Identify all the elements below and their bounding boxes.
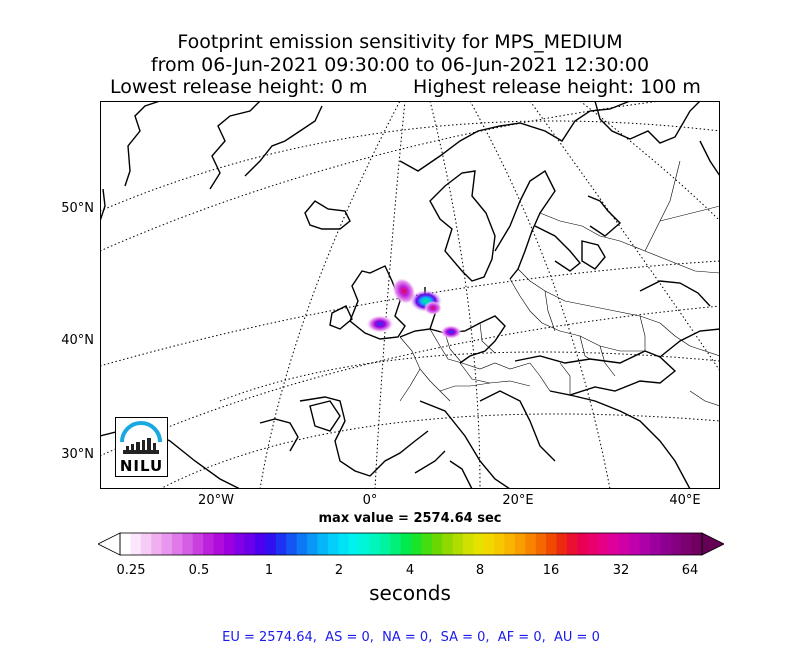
colorbar-cell — [431, 533, 443, 555]
colorbar-tick: 32 — [612, 563, 630, 578]
colorbar — [98, 532, 724, 556]
colorbar-under-arrow — [98, 532, 121, 556]
coastlines — [100, 101, 720, 489]
colorbar-cell — [161, 533, 173, 555]
colorbar-cell — [577, 533, 589, 555]
colorbar-cell — [182, 533, 194, 555]
colorbar-cell — [587, 533, 599, 555]
colorbar-cell — [192, 533, 204, 555]
colorbar-cell — [608, 533, 620, 555]
colorbar-cell — [317, 533, 329, 555]
colorbar-cell — [639, 533, 651, 555]
colorbar-cell — [504, 533, 516, 555]
colorbar-label: seconds — [369, 581, 451, 605]
colorbar-cell — [213, 533, 225, 555]
colorbar-tick: 4 — [405, 563, 415, 578]
emission-plume — [366, 277, 462, 339]
lon-label-40e: 40°E — [669, 493, 701, 508]
colorbar-cell — [151, 533, 163, 555]
colorbar-cell — [483, 533, 495, 555]
colorbar-cell — [390, 533, 402, 555]
lat-label-40n: 40°N — [61, 333, 94, 348]
colorbar-tick: 16 — [542, 563, 560, 578]
colorbar-tick: 0.25 — [116, 563, 146, 578]
colorbar-tick: 2 — [334, 563, 344, 578]
lon-label-0: 0° — [362, 493, 378, 508]
nilu-logo: NILU — [115, 417, 168, 477]
plume-blob — [440, 325, 462, 339]
colorbar-cell — [514, 533, 526, 555]
colorbar-cell — [275, 533, 287, 555]
nilu-logo-icon — [120, 421, 162, 454]
lon-label-20w: 20°W — [198, 493, 234, 508]
region-totals: EU = 2574.64, AS = 0, NA = 0, SA = 0, AF… — [222, 630, 600, 645]
colorbar-cell — [452, 533, 464, 555]
colorbar-cell — [223, 533, 235, 555]
colorbar-cell — [650, 533, 662, 555]
colorbar-cell — [307, 533, 319, 555]
lat-label-30n: 30°N — [61, 447, 94, 462]
colorbar-cell — [327, 533, 339, 555]
colorbar-cell — [629, 533, 641, 555]
colorbar-cell — [286, 533, 298, 555]
colorbar-cell — [359, 533, 371, 555]
nilu-logo-text: NILU — [119, 457, 164, 475]
lowest-release-height: Lowest release height: 0 m — [110, 76, 368, 98]
colorbar-cell — [462, 533, 474, 555]
max-value-label: max value = 2574.64 sec — [318, 511, 502, 526]
highest-release-height: Highest release height: 100 m — [413, 76, 701, 98]
colorbar-cell — [618, 533, 630, 555]
colorbar-cell — [473, 533, 485, 555]
country-borders — [399, 160, 720, 407]
lon-label-20e: 20°E — [502, 493, 534, 508]
colorbar-cell — [691, 533, 703, 555]
colorbar-cell — [535, 533, 547, 555]
colorbar-cell — [296, 533, 308, 555]
colorbar-cell — [255, 533, 267, 555]
lat-label-50n: 50°N — [61, 201, 94, 216]
colorbar-border — [119, 532, 703, 556]
colorbar-cell — [598, 533, 610, 555]
map-border — [100, 101, 720, 489]
colorbar-cell — [171, 533, 183, 555]
colorbar-tick: 8 — [475, 563, 485, 578]
plume-blob — [366, 315, 394, 333]
colorbar-cell — [348, 533, 360, 555]
colorbar-cell — [338, 533, 350, 555]
plume-blob — [424, 301, 442, 315]
colorbar-tick: 1 — [264, 563, 274, 578]
colorbar-cell — [660, 533, 672, 555]
colorbar-cell — [120, 533, 131, 555]
colorbar-cell — [265, 533, 277, 555]
colorbar-cell — [670, 533, 682, 555]
colorbar-cell — [494, 533, 506, 555]
colorbar-cell — [411, 533, 422, 555]
plume-blob — [392, 277, 416, 305]
colorbar-cell — [546, 533, 558, 555]
colorbar-cell — [525, 533, 537, 555]
colorbar-tick: 0.5 — [188, 563, 210, 578]
colorbar-cell — [234, 533, 246, 555]
colorbar-cell — [442, 533, 454, 555]
colorbar-over-arrow — [701, 532, 724, 556]
colorbar-cell — [203, 533, 215, 555]
colorbar-tick: 64 — [681, 563, 699, 578]
colorbar-cell — [556, 533, 568, 555]
colorbar-cell — [566, 533, 578, 555]
title-line-1: Footprint emission sensitivity for MPS_M… — [177, 31, 623, 53]
colorbar-cell — [140, 533, 152, 555]
colorbar-cell — [681, 533, 693, 555]
colorbar-cell — [400, 533, 412, 555]
title-line-2: from 06-Jun-2021 09:30:00 to 06-Jun-2021… — [150, 54, 650, 76]
colorbar-cell — [421, 533, 433, 555]
colorbar-cell — [369, 533, 381, 555]
colorbar-cell — [244, 533, 256, 555]
colorbar-cell — [379, 533, 391, 555]
colorbar-cell — [130, 533, 142, 555]
map-panel — [100, 101, 720, 489]
